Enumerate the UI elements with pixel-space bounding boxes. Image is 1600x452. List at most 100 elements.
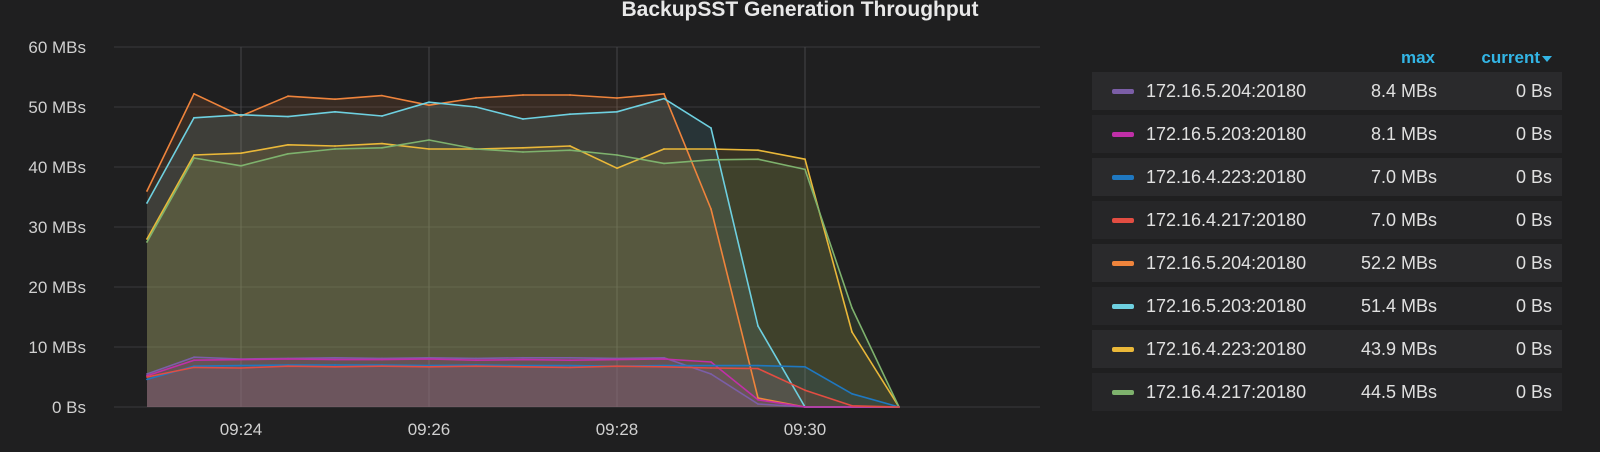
legend-max-value: 7.0 MBs [1370, 210, 1437, 230]
series-point [663, 92, 665, 95]
x-tick-label: 09:26 [408, 420, 451, 439]
panel-title: BackupSST Generation Throughput [621, 0, 979, 21]
legend-current-label: current [1481, 48, 1540, 67]
series-point [804, 389, 806, 392]
series-point [898, 406, 900, 408]
series-point [710, 208, 712, 210]
series-point [240, 152, 242, 155]
legend-series-name[interactable]: 172.16.5.204:20180 [1146, 81, 1307, 101]
series-point [334, 356, 336, 359]
legend-item[interactable]: 172.16.5.203:20180 8.1 MBs 0 Bs [1092, 115, 1562, 153]
legend-header: max current [1092, 44, 1562, 72]
series-point [287, 143, 289, 146]
series-point [381, 365, 383, 368]
chart-axes: 0 Bs 10 MBs 20 MBs 30 MBs 40 MBs 50 MBs 60 MBs… [28, 38, 826, 439]
y-tick-label: 30 MBs [28, 218, 86, 237]
legend-current-value: 0 Bs [1515, 253, 1552, 273]
series-point [381, 115, 383, 117]
series-color-swatch[interactable] [1112, 347, 1134, 352]
legend-series-name[interactable]: 172.16.4.217:20180 [1146, 210, 1307, 230]
series-point [475, 365, 477, 368]
series-point [710, 373, 712, 375]
throughput-chart[interactable]: 0 Bs 10 MBs 20 MBs 30 MBs 40 MBs 50 MBs 60 MBs… [0, 0, 1060, 452]
series-area [147, 359, 899, 407]
legend-current-value: 0 Bs [1515, 339, 1552, 359]
series-color-swatch[interactable] [1112, 89, 1134, 94]
legend-item[interactable]: 172.16.5.204:20180 8.4 MBs 0 Bs [1092, 72, 1562, 110]
series-area [147, 140, 899, 407]
legend-item[interactable]: 172.16.5.203:20180 51.4 MBs 0 Bs [1092, 287, 1562, 325]
series-point [146, 202, 148, 204]
series-point [616, 97, 618, 99]
y-tick-label: 20 MBs [28, 278, 86, 297]
series-point [616, 365, 618, 368]
y-tick-label: 60 MBs [28, 38, 86, 57]
series-point [287, 152, 289, 155]
series-point [287, 115, 289, 118]
y-tick-label: 10 MBs [28, 338, 86, 357]
series-point [569, 94, 571, 96]
series-point [851, 404, 853, 407]
series-point [146, 190, 148, 192]
y-tick-label: 40 MBs [28, 158, 86, 177]
series-point [710, 127, 712, 129]
series-point [334, 145, 336, 147]
legend-series-name[interactable]: 172.16.4.223:20180 [1146, 339, 1307, 359]
series-point [146, 373, 148, 375]
series-point [287, 365, 289, 368]
series-point [663, 365, 665, 368]
series-color-swatch[interactable] [1112, 218, 1134, 223]
series-point [240, 358, 242, 361]
series-point [757, 398, 759, 401]
series-point [146, 378, 148, 381]
legend-max-value: 7.0 MBs [1370, 167, 1437, 187]
legend-item[interactable]: 172.16.4.223:20180 43.9 MBs 0 Bs [1092, 330, 1562, 368]
series-point [287, 358, 289, 360]
legend: max current 172.16.5.204:20180 8.4 MBs 0 B… [1092, 44, 1562, 416]
legend-series-name[interactable]: 172.16.5.204:20180 [1146, 253, 1307, 273]
y-tick-label: 50 MBs [28, 98, 86, 117]
legend-max-value: 44.5 MBs [1360, 382, 1437, 402]
legend-series-name[interactable]: 172.16.5.203:20180 [1146, 296, 1307, 316]
x-tick-label: 09:24 [220, 420, 263, 439]
legend-item[interactable]: 172.16.4.217:20180 44.5 MBs 0 Bs [1092, 373, 1562, 411]
series-point [334, 110, 336, 113]
x-tick-label: 09:28 [596, 420, 639, 439]
series-point [240, 367, 242, 369]
legend-sort-max[interactable]: max [1400, 48, 1435, 67]
series-point [569, 364, 571, 367]
legend-series-name[interactable]: 172.16.5.203:20180 [1146, 124, 1307, 144]
series-point [240, 364, 242, 367]
series-point [146, 241, 148, 243]
series-color-swatch[interactable] [1112, 261, 1134, 266]
series-point [287, 95, 289, 98]
legend-series-name[interactable]: 172.16.4.217:20180 [1146, 382, 1307, 402]
series-area [147, 365, 899, 407]
series-point [522, 358, 524, 361]
legend-current-value: 0 Bs [1515, 124, 1552, 144]
series-color-swatch[interactable] [1112, 304, 1134, 309]
series-point [851, 307, 853, 309]
series-point [334, 148, 336, 150]
legend-item[interactable]: 172.16.4.217:20180 7.0 MBs 0 Bs [1092, 201, 1562, 239]
series-area [147, 357, 899, 407]
series-point [757, 149, 759, 152]
legend-max-value: 43.9 MBs [1360, 339, 1437, 359]
series-color-swatch[interactable] [1112, 175, 1134, 180]
legend-item[interactable]: 172.16.4.223:20180 7.0 MBs 0 Bs [1092, 158, 1562, 196]
series-color-swatch[interactable] [1112, 390, 1134, 395]
series-point [710, 367, 712, 369]
series-point [569, 359, 571, 362]
legend-current-value: 0 Bs [1515, 296, 1552, 316]
series-point [710, 364, 712, 367]
legend-series-name[interactable]: 172.16.4.223:20180 [1146, 167, 1307, 187]
series-color-swatch[interactable] [1112, 132, 1134, 137]
series-point [522, 356, 524, 359]
legend-item[interactable]: 172.16.5.204:20180 52.2 MBs 0 Bs [1092, 244, 1562, 282]
series-point [663, 162, 665, 165]
series-point [428, 358, 430, 360]
legend-sort-current[interactable]: current [1481, 48, 1552, 68]
series-point [569, 356, 571, 359]
series-point [757, 403, 759, 405]
x-tick-label: 09:30 [784, 420, 827, 439]
